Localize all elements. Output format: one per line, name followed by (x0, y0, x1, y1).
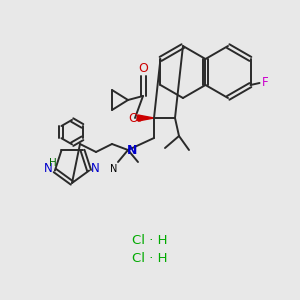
Polygon shape (138, 115, 154, 121)
Text: N: N (110, 164, 118, 174)
Text: N: N (127, 145, 137, 158)
Text: Cl · H: Cl · H (132, 251, 168, 265)
Text: Cl · H: Cl · H (132, 233, 168, 247)
Text: O: O (138, 62, 148, 76)
Text: O: O (128, 112, 138, 124)
Text: N: N (91, 162, 100, 175)
Text: H: H (49, 158, 57, 168)
Text: N: N (44, 162, 52, 175)
Text: F: F (262, 76, 269, 89)
